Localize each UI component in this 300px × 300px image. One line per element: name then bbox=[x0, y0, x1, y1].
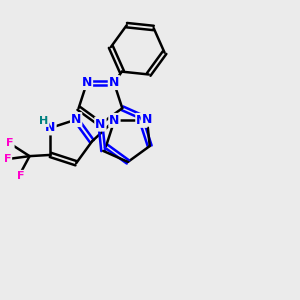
Text: N: N bbox=[142, 113, 152, 126]
Text: N: N bbox=[136, 114, 147, 127]
Text: N: N bbox=[109, 114, 120, 127]
Text: N: N bbox=[45, 122, 56, 134]
Text: F: F bbox=[6, 138, 14, 148]
Text: F: F bbox=[4, 154, 11, 164]
Text: N: N bbox=[71, 113, 81, 126]
Text: N: N bbox=[82, 76, 92, 89]
Text: F: F bbox=[17, 171, 25, 181]
Text: N: N bbox=[109, 76, 119, 89]
Text: H: H bbox=[39, 116, 49, 126]
Text: N: N bbox=[95, 118, 106, 130]
